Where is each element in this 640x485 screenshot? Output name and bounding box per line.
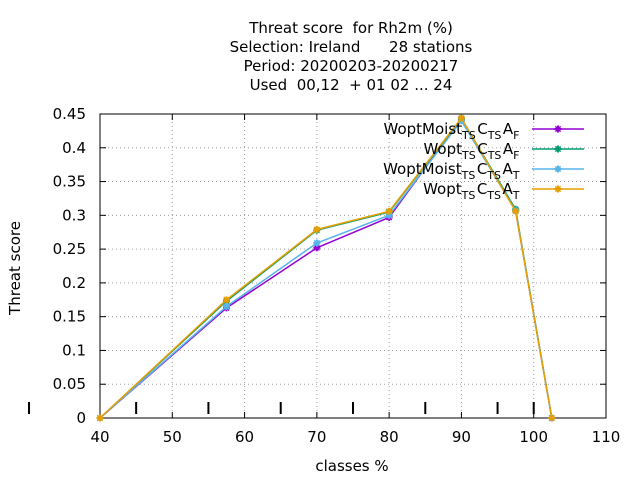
plot-frame [99,113,607,419]
marker-stroke [313,239,321,247]
data-point [457,114,465,122]
marker-stroke [223,296,230,303]
data-point [313,239,321,247]
y-tick-label: 0.15 [53,308,86,326]
title-line-1: Threat score for Rh2m (%) [248,19,453,37]
y-axis-label: Threat score [6,221,24,316]
x-tick-label: 40 [90,428,109,446]
marker-stroke [512,208,519,215]
legend-entry-2: WoptTS CTS AF [423,140,584,162]
title-line-2: Selection: Ireland 28 stations [230,38,473,56]
legend-entry-3: WoptMoistTS CTS AT [383,160,584,182]
data-point [554,125,562,133]
axes: 40 50 60 70 80 90 100 110 0 0.05 0.1 0.15 0.2 0.25 0.3… [53,105,621,446]
marker-stroke [313,244,321,251]
data-point [313,226,321,234]
legend-label: WoptTS CTS AF [423,140,521,162]
data-point [548,414,556,422]
y-tick-label: 0.35 [53,173,86,191]
marker-stroke [385,208,393,215]
y-tick-label: 0.3 [62,206,86,224]
marker-stroke [548,414,555,422]
marker-stroke [96,414,104,422]
plot-series [96,114,556,422]
y-tick-label: 0.45 [53,105,86,123]
data-point [512,207,520,215]
legend: WoptMoistTS CTS AF WoptTS CTS AF WoptMoi… [383,120,584,202]
y-tick-label: 0.25 [53,240,86,258]
grid [100,114,606,418]
x-tick-label: 80 [380,428,399,446]
data-point [223,296,230,304]
y-tick-label: 0.2 [62,274,86,292]
y-tick-label: 0.1 [62,341,86,359]
data-point [554,185,562,193]
title-line-4: Used 00,12 + 01 02 ... 24 [250,76,453,94]
class-boundary-marks [28,402,535,414]
marker-stroke [554,165,562,173]
data-point [554,165,562,173]
x-tick-label: 50 [163,428,182,446]
legend-entry-1: WoptMoistTS CTS AF [384,120,584,142]
data-point [385,207,393,215]
x-tick-label: 60 [235,428,254,446]
marker-stroke [554,145,562,153]
series-4 [96,114,556,422]
marker-stroke [554,185,562,193]
x-tick-label: 100 [519,428,548,446]
data-point [223,303,230,311]
x-tick-label: 110 [592,428,621,446]
legend-label: WoptMoistTS CTS AF [384,120,522,142]
legend-label: WoptTS CTS AT [423,180,521,202]
marker-stroke [554,125,562,133]
data-point [313,244,321,252]
y-tick-label: 0.4 [62,139,86,157]
legend-entry-4: WoptTS CTS AT [423,180,584,202]
chart-title: Threat score for Rh2m (%) Selection: Ire… [230,19,473,94]
x-tick-label: 90 [452,428,471,446]
marker-stroke [223,303,230,310]
marker-stroke [458,114,465,122]
data-point [554,145,562,153]
title-line-3: Period: 20200203-20200217 [244,57,459,75]
y-tick-label: 0.05 [53,375,86,393]
x-tick-label: 70 [307,428,326,446]
legend-label: WoptMoistTS CTS AT [383,160,521,182]
y-tick-label: 0 [76,409,86,427]
data-point [96,414,104,422]
marker-stroke [313,226,321,233]
x-axis-label: classes % [315,457,388,475]
